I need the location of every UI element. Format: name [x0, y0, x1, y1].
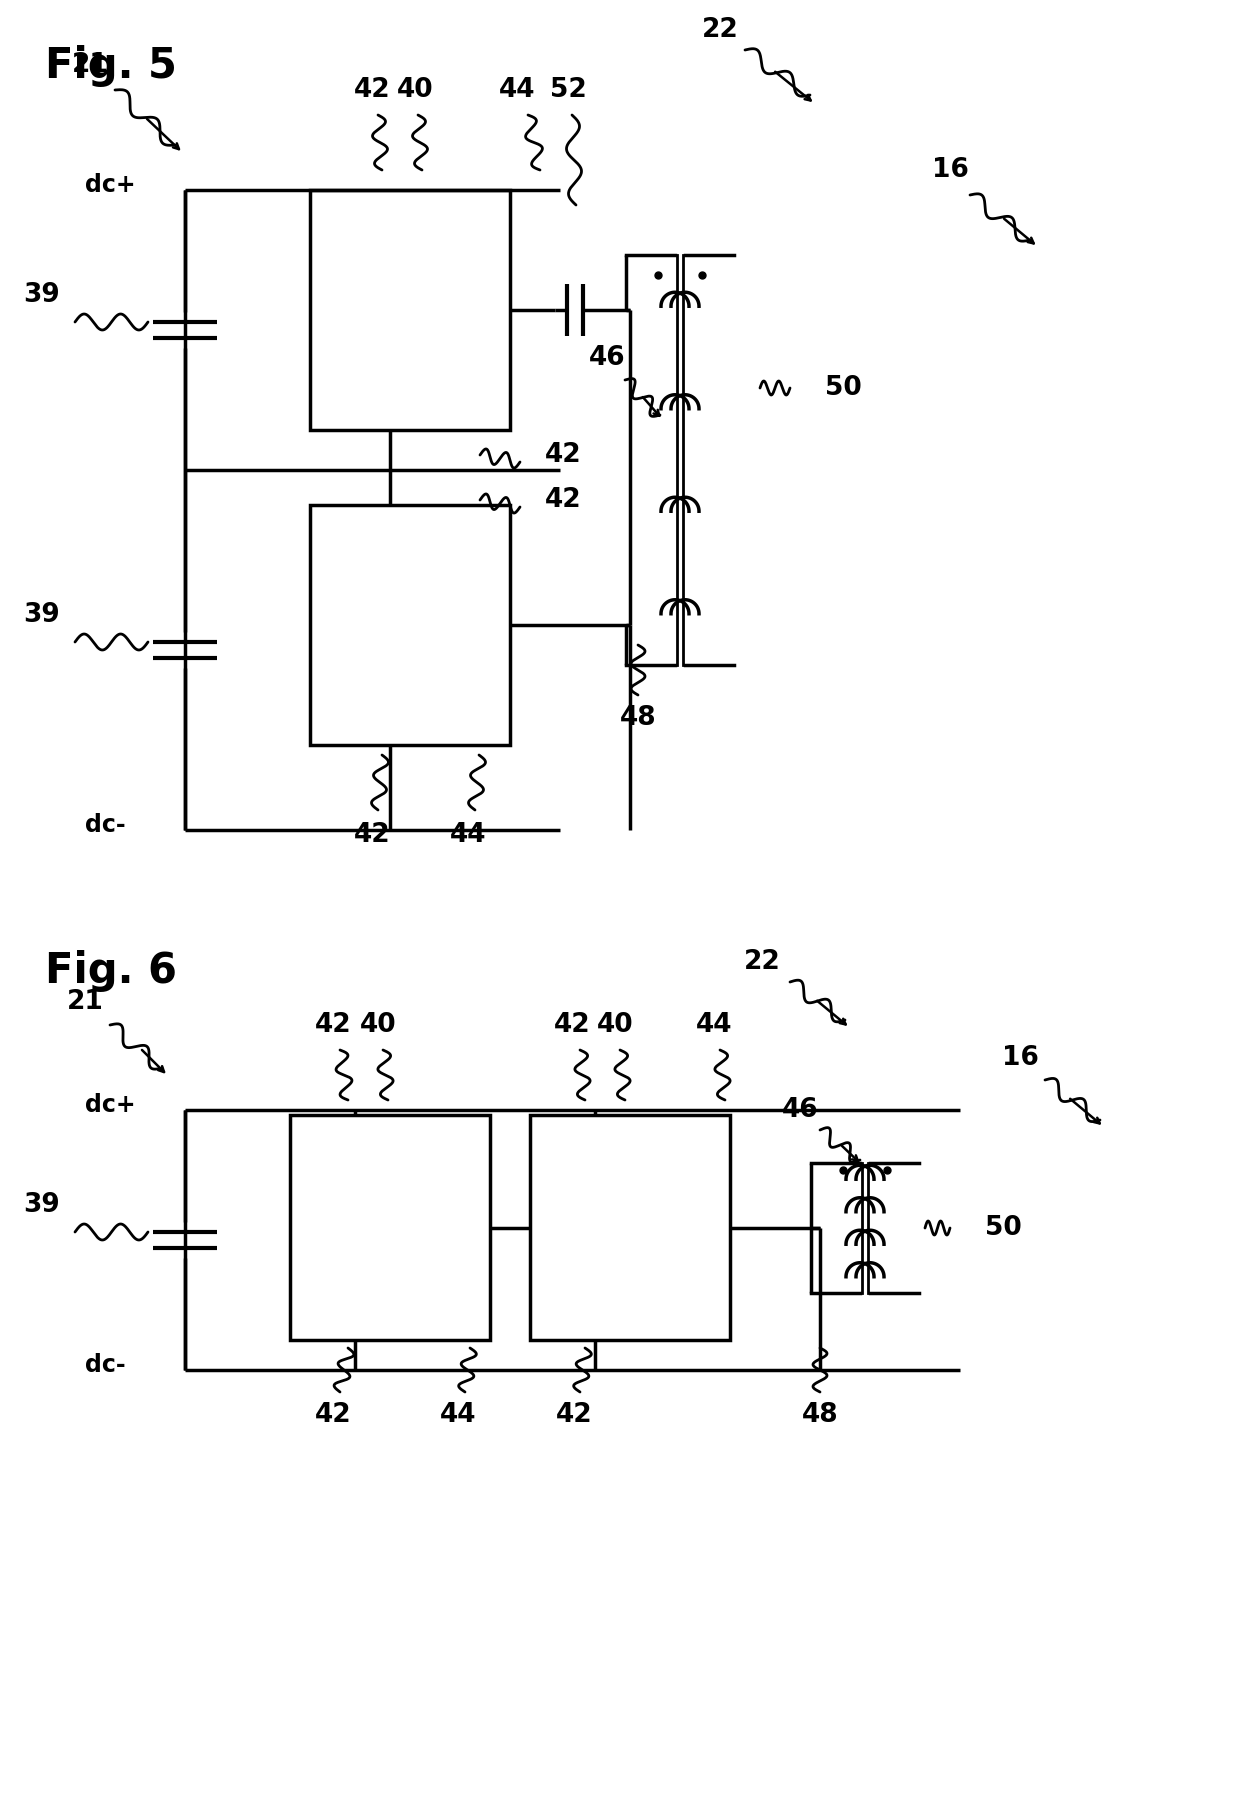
Text: 40: 40 — [397, 78, 433, 103]
Text: 46: 46 — [589, 346, 625, 371]
Text: 50: 50 — [985, 1215, 1022, 1242]
Text: Fig. 5: Fig. 5 — [45, 45, 177, 87]
Bar — [529, 1115, 730, 1339]
Text: 42: 42 — [554, 1012, 590, 1037]
Text: dc+: dc+ — [86, 174, 135, 197]
Text: 21: 21 — [67, 988, 103, 1015]
Text: 42: 42 — [315, 1403, 351, 1428]
Text: 52: 52 — [549, 78, 587, 103]
Text: 42: 42 — [353, 822, 391, 849]
Text: 40: 40 — [360, 1012, 397, 1037]
Text: 44: 44 — [440, 1403, 476, 1428]
Bar — [290, 1115, 490, 1339]
Text: 40: 40 — [596, 1012, 634, 1037]
Text: 44: 44 — [450, 822, 486, 849]
Text: 46: 46 — [781, 1097, 818, 1122]
Text: 42: 42 — [353, 78, 391, 103]
Text: dc-: dc- — [86, 1354, 125, 1377]
Text: dc+: dc+ — [86, 1093, 135, 1117]
Text: 42: 42 — [546, 487, 582, 512]
Text: 39: 39 — [24, 1193, 61, 1218]
Text: 48: 48 — [620, 706, 656, 731]
Text: 22: 22 — [744, 948, 780, 976]
Bar — [310, 190, 510, 431]
Text: 44: 44 — [498, 78, 536, 103]
Text: 21: 21 — [72, 52, 108, 78]
Text: 48: 48 — [802, 1403, 838, 1428]
Text: 42: 42 — [556, 1403, 593, 1428]
Text: 16: 16 — [931, 157, 968, 183]
Text: 22: 22 — [702, 16, 738, 43]
Text: 39: 39 — [24, 282, 61, 308]
Text: dc-: dc- — [86, 813, 125, 836]
Text: 16: 16 — [1002, 1044, 1038, 1072]
Text: 42: 42 — [315, 1012, 351, 1037]
Text: 50: 50 — [825, 375, 862, 402]
Bar — [310, 505, 510, 746]
Text: 39: 39 — [24, 603, 61, 628]
Text: Fig. 6: Fig. 6 — [45, 950, 177, 992]
Text: 44: 44 — [696, 1012, 733, 1037]
Text: 42: 42 — [546, 442, 582, 469]
